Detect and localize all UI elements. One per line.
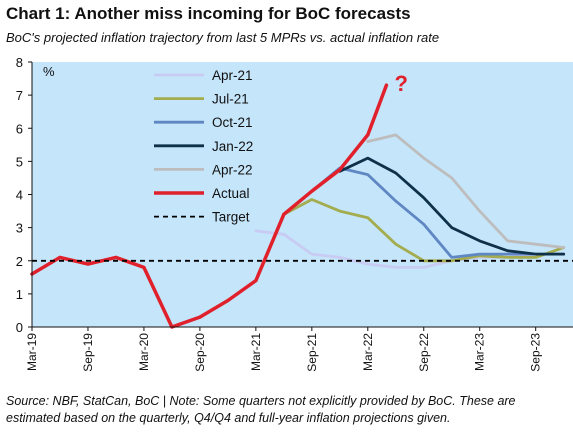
y-tick-label: 6 xyxy=(16,121,23,136)
chart-title: Chart 1: Another miss incoming for BoC f… xyxy=(6,4,411,23)
x-tick-label: Sep-23 xyxy=(529,333,543,372)
y-tick-label: 2 xyxy=(16,254,23,269)
x-tick-label: Sep-22 xyxy=(417,333,431,372)
x-tick-label: Mar-22 xyxy=(361,333,375,371)
y-axis-label: % xyxy=(43,64,55,79)
legend-label-target: Target xyxy=(212,210,250,225)
legend-label-jul-21: Jul-21 xyxy=(212,92,249,107)
series-line-actual xyxy=(30,83,389,329)
legend-label-actual: Actual xyxy=(212,186,250,201)
question-mark-annotation: ? xyxy=(394,71,407,96)
x-tick-label: Mar-19 xyxy=(25,333,39,371)
x-tick-label: Mar-21 xyxy=(249,333,263,371)
chart-subtitle: BoC's projected inflation trajectory fro… xyxy=(6,30,440,45)
y-tick-label: 4 xyxy=(16,188,23,203)
source-note: Source: NBF, StatCan, BoC | Note: Some q… xyxy=(6,394,516,425)
y-tick-label: 5 xyxy=(16,154,23,169)
series-line-apr-22 xyxy=(366,133,566,249)
series-line-jan-22 xyxy=(338,156,566,256)
legend: Apr-21 Jul-21 Oct-21 Jan-22 Apr-22 Actual Targ… xyxy=(154,68,253,225)
axes: 0 1 2 3 4 5 6 7 8% Mar-19 Sep-19 Mar-20 Sep-20 Mar-21… xyxy=(16,55,573,372)
plot-area xyxy=(32,62,573,327)
legend-label-apr-22: Apr-22 xyxy=(212,162,253,177)
x-tick-label: Mar-20 xyxy=(137,333,151,371)
x-tick-label: Sep-19 xyxy=(81,333,95,372)
legend-label-apr-21: Apr-21 xyxy=(212,68,253,83)
series-layer xyxy=(30,83,573,329)
legend-label-oct-21: Oct-21 xyxy=(212,115,253,130)
y-tick-label: 8 xyxy=(16,55,23,70)
y-tick-label: 1 xyxy=(16,287,23,302)
y-tick-label: 0 xyxy=(16,320,23,335)
x-tick-label: Sep-21 xyxy=(305,333,319,372)
x-tick-label: Sep-20 xyxy=(193,333,207,372)
y-tick-label: 3 xyxy=(16,221,23,236)
line-chart: Apr-21 Jul-21 Oct-21 Jan-22 Apr-22 Actual Targ… xyxy=(16,55,573,372)
y-tick-label: 7 xyxy=(16,88,23,103)
legend-label-jan-22: Jan-22 xyxy=(212,139,253,154)
x-tick-label: Mar-23 xyxy=(473,333,487,371)
series-line-oct-21 xyxy=(310,166,566,259)
